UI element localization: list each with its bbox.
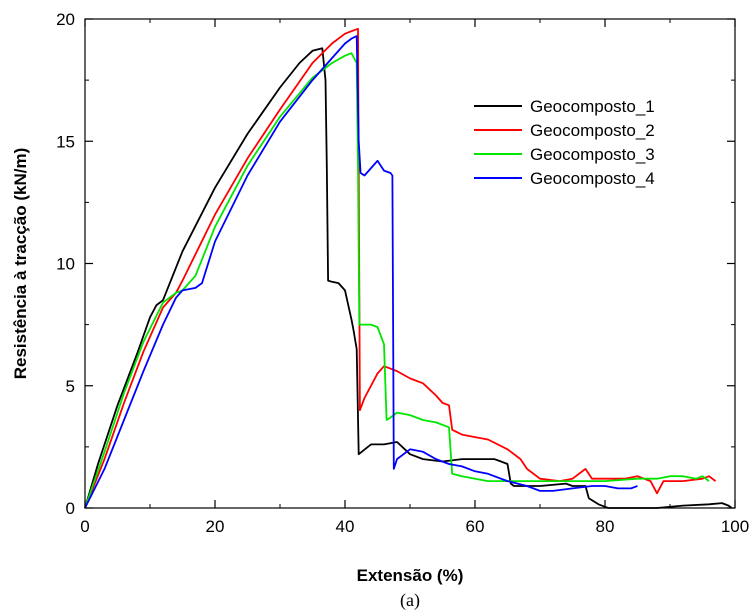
legend-label-1: Geocomposto_1 bbox=[530, 97, 655, 116]
figure-caption: (a) bbox=[400, 590, 420, 611]
series-line-3 bbox=[84, 52, 710, 509]
x-tick-label: 40 bbox=[336, 517, 355, 536]
x-axis-title: Extensão (%) bbox=[357, 566, 464, 585]
y-tick-label: 5 bbox=[66, 377, 75, 396]
legend-label-4: Geocomposto_4 bbox=[530, 169, 655, 188]
legend-label-2: Geocomposto_2 bbox=[530, 121, 655, 140]
y-tick-label: 10 bbox=[56, 255, 75, 274]
y-tick-label: 15 bbox=[56, 132, 75, 151]
series-line-2 bbox=[84, 27, 717, 509]
legend: Geocomposto_1 Geocomposto_2 Geocomposto_3 G… bbox=[474, 97, 655, 188]
series-line-4 bbox=[84, 35, 638, 509]
x-tick-label: 60 bbox=[466, 517, 485, 536]
ticks-layer: 0 20 40 60 80 100 0 5 10 15 20 bbox=[56, 10, 749, 536]
series-line-1 bbox=[84, 47, 733, 509]
legend-label-3: Geocomposto_3 bbox=[530, 145, 655, 164]
y-tick-label: 0 bbox=[66, 499, 75, 518]
x-tick-label: 80 bbox=[596, 517, 615, 536]
x-tick-label: 20 bbox=[206, 517, 225, 536]
series-layer bbox=[84, 27, 733, 509]
x-tick-label: 100 bbox=[721, 517, 749, 536]
y-tick-label: 20 bbox=[56, 10, 75, 29]
y-axis-title: Resistência à tracção (kN/m) bbox=[11, 148, 30, 380]
x-tick-label: 0 bbox=[80, 517, 89, 536]
